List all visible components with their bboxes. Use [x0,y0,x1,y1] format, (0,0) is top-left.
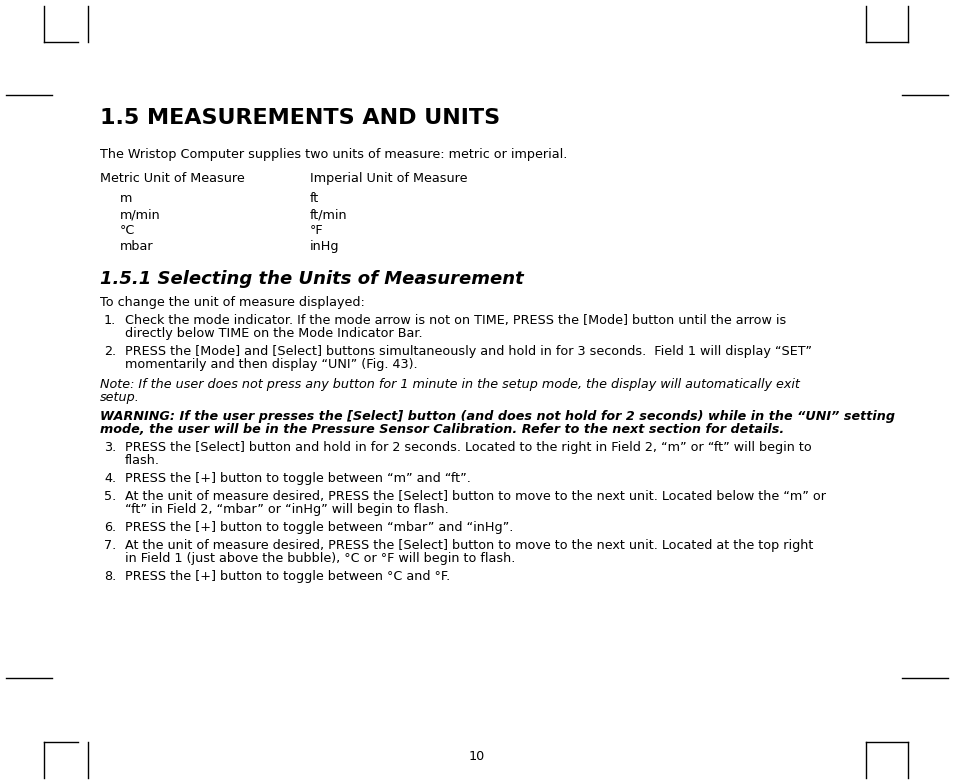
Text: ft: ft [310,192,319,205]
Text: PRESS the [+] button to toggle between “mbar” and “inHg”.: PRESS the [+] button to toggle between “… [125,521,513,534]
Text: 7.: 7. [104,539,116,552]
Text: At the unit of measure desired, PRESS the [Select] button to move to the next un: At the unit of measure desired, PRESS th… [125,539,813,552]
Text: 8.: 8. [104,570,116,583]
Text: in Field 1 (just above the bubble), °C or °F will begin to flash.: in Field 1 (just above the bubble), °C o… [125,552,515,565]
Text: 4.: 4. [104,472,116,485]
Text: directly below TIME on the Mode Indicator Bar.: directly below TIME on the Mode Indicato… [125,327,422,340]
Text: flash.: flash. [125,454,160,467]
Text: 3.: 3. [104,441,116,454]
Text: WARNING: If the user presses the [Select] button (and does not hold for 2 second: WARNING: If the user presses the [Select… [100,410,894,423]
Text: °F: °F [310,224,323,237]
Text: “ft” in Field 2, “mbar” or “inHg” will begin to flash.: “ft” in Field 2, “mbar” or “inHg” will b… [125,503,448,516]
Text: inHg: inHg [310,240,339,253]
Text: m: m [120,192,132,205]
Text: 6.: 6. [104,521,116,534]
Text: m/min: m/min [120,208,161,221]
Text: 1.: 1. [104,314,116,327]
Text: ft/min: ft/min [310,208,347,221]
Text: PRESS the [Select] button and hold in for 2 seconds. Located to the right in Fie: PRESS the [Select] button and hold in fo… [125,441,811,454]
Text: PRESS the [+] button to toggle between “m” and “ft”.: PRESS the [+] button to toggle between “… [125,472,471,485]
Text: °C: °C [120,224,135,237]
Text: mbar: mbar [120,240,153,253]
Text: momentarily and then display “UNI” (Fig. 43).: momentarily and then display “UNI” (Fig.… [125,358,417,371]
Text: PRESS the [+] button to toggle between °C and °F.: PRESS the [+] button to toggle between °… [125,570,450,583]
Text: 2.: 2. [104,345,116,358]
Text: 1.5.1 Selecting the Units of Measurement: 1.5.1 Selecting the Units of Measurement [100,270,523,288]
Text: Note: If the user does not press any button for 1 minute in the setup mode, the : Note: If the user does not press any but… [100,378,799,391]
Text: PRESS the [Mode] and [Select] buttons simultaneously and hold in for 3 seconds. : PRESS the [Mode] and [Select] buttons si… [125,345,811,358]
Text: 10: 10 [468,750,485,763]
Text: 1.5 MEASUREMENTS AND UNITS: 1.5 MEASUREMENTS AND UNITS [100,108,499,128]
Text: Imperial Unit of Measure: Imperial Unit of Measure [310,172,467,185]
Text: The Wristop Computer supplies two units of measure: metric or imperial.: The Wristop Computer supplies two units … [100,148,567,161]
Text: To change the unit of measure displayed:: To change the unit of measure displayed: [100,296,364,309]
Text: Check the mode indicator. If the mode arrow is not on TIME, PRESS the [Mode] but: Check the mode indicator. If the mode ar… [125,314,785,327]
Text: At the unit of measure desired, PRESS the [Select] button to move to the next un: At the unit of measure desired, PRESS th… [125,490,825,503]
Text: Metric Unit of Measure: Metric Unit of Measure [100,172,245,185]
Text: 5.: 5. [104,490,116,503]
Text: setup.: setup. [100,391,139,404]
Text: mode, the user will be in the Pressure Sensor Calibration. Refer to the next sec: mode, the user will be in the Pressure S… [100,423,783,436]
